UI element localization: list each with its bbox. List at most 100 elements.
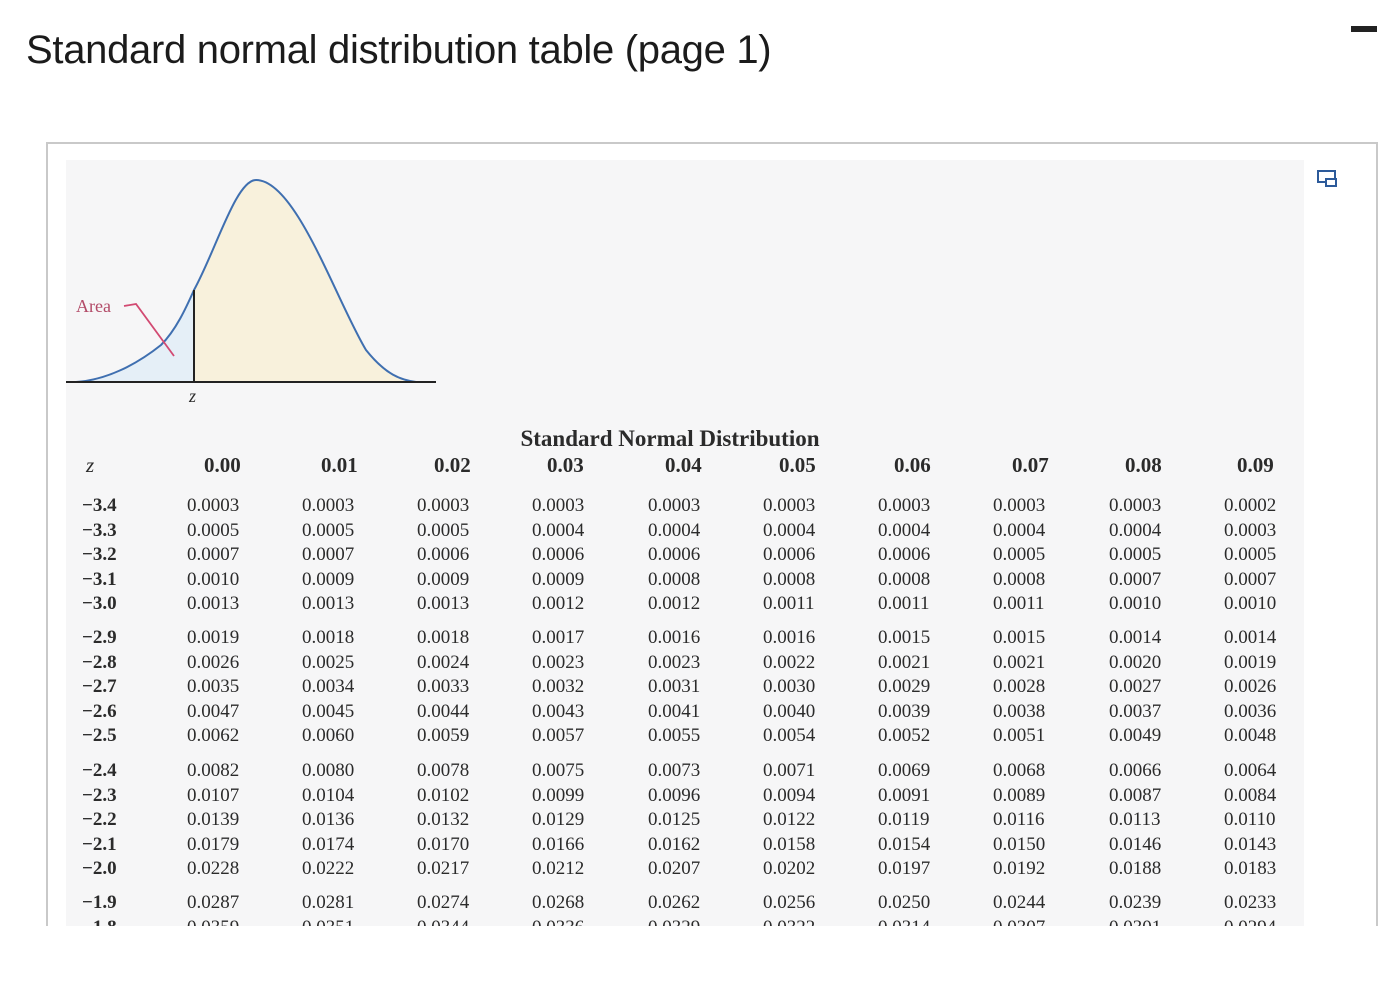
table-cell: 0.0162	[648, 833, 701, 855]
table-cell: 0.0007	[187, 544, 240, 565]
table-cell: 0.0344	[417, 916, 469, 927]
table-cell: 0.0032	[532, 676, 585, 697]
z-value: −2.0	[82, 858, 117, 879]
table-cell: 0.0122	[763, 809, 816, 830]
value-column: 0.0015 0.0021 0.0028 0.0038 0.0051	[993, 626, 1045, 749]
table-cell: 0.0064	[1224, 760, 1277, 781]
page-title: Standard normal distribution table (page…	[26, 28, 772, 72]
minimize-icon[interactable]	[1351, 26, 1377, 32]
column-header: 0.07	[1012, 453, 1049, 477]
normal-curve-figure	[66, 178, 436, 383]
table-cell: 0.0294	[1224, 916, 1276, 927]
value-column: 0.0066 0.0087 0.0113 0.0146 0.0188	[1109, 759, 1161, 882]
z-value: −3.4	[82, 495, 117, 516]
table-cell: 0.0041	[648, 700, 701, 722]
table-cell: 0.0011	[993, 593, 1045, 614]
table-cell: 0.0024	[417, 651, 470, 673]
table-cell: 0.0055	[648, 725, 701, 746]
table-cell: 0.0003	[417, 495, 470, 516]
value-column: 0.0003 0.0004 0.0006 0.0009 0.0012	[532, 494, 584, 617]
z-value: −3.3	[82, 519, 117, 541]
table-cell: 0.0222	[302, 858, 355, 879]
table-cell: 0.0104	[302, 784, 355, 806]
table-cell: 0.0012	[648, 593, 701, 614]
table-cell: 0.0014	[1109, 627, 1162, 648]
table-cell: 0.0075	[532, 760, 585, 781]
table-cell: 0.0113	[1109, 809, 1161, 830]
table-cell: 0.0359	[187, 916, 239, 927]
table-cell: 0.0027	[1109, 676, 1162, 697]
table-cell: 0.0146	[1109, 833, 1162, 855]
table-cell: 0.0022	[763, 651, 816, 673]
table-cell: 0.0110	[1224, 809, 1276, 830]
table-cell: 0.0287	[187, 892, 240, 913]
value-column: 0.0068 0.0089 0.0116 0.0150 0.0192	[993, 759, 1045, 882]
table-cell: 0.0094	[763, 784, 816, 806]
table-cell: 0.0057	[532, 725, 585, 746]
z-value: −3.2	[82, 544, 117, 565]
table-cell: 0.0170	[417, 833, 470, 855]
value-column: 0.0003 0.0004 0.0005 0.0007 0.0010	[1109, 494, 1161, 617]
table-cell: 0.0013	[187, 593, 240, 614]
column-header: 0.00	[204, 453, 241, 477]
value-column: 0.0274 0.0344	[417, 891, 469, 926]
table-cell: 0.0006	[763, 544, 816, 565]
table-cell: 0.0049	[1109, 725, 1162, 746]
table-cell: 0.0031	[648, 676, 701, 697]
value-column: 0.0082 0.0107 0.0139 0.0179 0.0228	[187, 759, 239, 882]
table-cell: 0.0016	[648, 627, 701, 648]
table-cell: 0.0007	[302, 544, 355, 565]
table-cell: 0.0048	[1224, 725, 1277, 746]
table-cell: 0.0125	[648, 809, 701, 830]
table-cell: 0.0239	[1109, 892, 1162, 913]
table-cell: 0.0136	[302, 809, 355, 830]
table-cell: 0.0009	[532, 568, 585, 590]
table-cell: 0.0250	[878, 892, 931, 913]
table-cell: 0.0005	[417, 519, 470, 541]
table-cell: 0.0015	[993, 627, 1046, 648]
table-cell: 0.0336	[532, 916, 584, 927]
table-cell: 0.0003	[993, 495, 1046, 516]
column-header: 0.01	[321, 453, 358, 477]
z-value-column: −2.4 −2.3 −2.2 −2.1 −2.0	[82, 759, 117, 882]
table-cell: 0.0028	[993, 676, 1046, 697]
table-cell: 0.0217	[417, 858, 470, 879]
z-value: −1.9	[82, 892, 117, 913]
table-cell: 0.0129	[532, 809, 585, 830]
value-column: 0.0014 0.0020 0.0027 0.0037 0.0049	[1109, 626, 1161, 749]
table-cell: 0.0154	[878, 833, 931, 855]
z-value: −1.8	[82, 916, 117, 927]
popout-icon[interactable]	[1316, 168, 1338, 190]
table-cell: 0.0039	[878, 700, 931, 722]
table-cell: 0.0183	[1224, 858, 1277, 879]
table-cell: 0.0244	[993, 892, 1046, 913]
value-column: 0.0003 0.0005 0.0007 0.0009 0.0013	[302, 494, 354, 617]
table-cell: 0.0005	[1109, 544, 1162, 565]
table-cell: 0.0006	[417, 544, 470, 565]
value-column: 0.0003 0.0005 0.0006 0.0009 0.0013	[417, 494, 469, 617]
column-header: 0.05	[779, 453, 816, 477]
table-cell: 0.0091	[878, 784, 931, 806]
table-cell: 0.0212	[532, 858, 585, 879]
table-cell: 0.0307	[993, 916, 1045, 927]
table-cell: 0.0008	[763, 568, 816, 590]
value-column: 0.0014 0.0019 0.0026 0.0036 0.0048	[1224, 626, 1276, 749]
table-cell: 0.0037	[1109, 700, 1162, 722]
table-cell: 0.0281	[302, 892, 355, 913]
z-value: −2.8	[82, 651, 117, 673]
value-column: 0.0250 0.0314	[878, 891, 930, 926]
table-cell: 0.0207	[648, 858, 701, 879]
value-column: 0.0069 0.0091 0.0119 0.0154 0.0197	[878, 759, 930, 882]
value-column: 0.0256 0.0322	[763, 891, 815, 926]
table-cell: 0.0029	[878, 676, 931, 697]
table-cell: 0.0038	[993, 700, 1046, 722]
table-cell: 0.0010	[1224, 593, 1277, 614]
value-column: 0.0002 0.0003 0.0005 0.0007 0.0010	[1224, 494, 1276, 617]
table-cell: 0.0013	[417, 593, 470, 614]
z-value: −2.1	[82, 833, 117, 855]
z-value: −2.4	[82, 760, 117, 781]
table-cell: 0.0158	[763, 833, 816, 855]
table-cell: 0.0005	[302, 519, 355, 541]
table-cell: 0.0003	[1109, 495, 1162, 516]
table-cell: 0.0003	[302, 495, 355, 516]
